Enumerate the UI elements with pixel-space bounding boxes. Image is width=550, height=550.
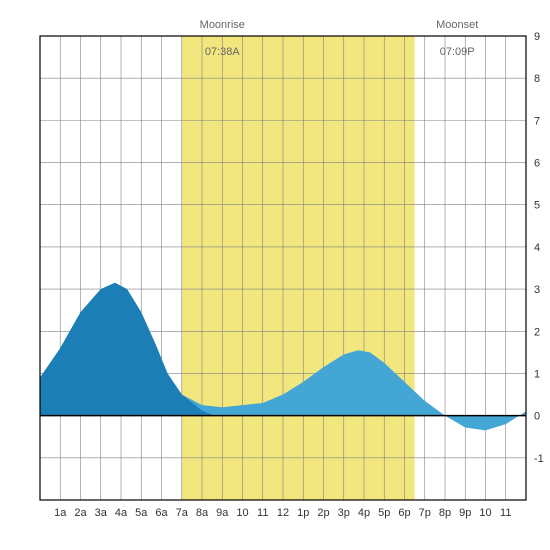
y-tick-label: -1 bbox=[534, 453, 544, 465]
x-tick-label: 9p bbox=[459, 507, 471, 519]
moonset-title: Moonset bbox=[436, 19, 478, 31]
x-tick-label: 6p bbox=[398, 507, 410, 519]
x-tick-label: 11 bbox=[500, 507, 511, 519]
chart-svg: -101234567891a2a3a4a5a6a7a8a9a1011121p2p… bbox=[0, 0, 550, 550]
x-tick-label: 11 bbox=[257, 507, 268, 519]
x-tick-label: 3a bbox=[95, 507, 108, 519]
moonrise-time: 07:38A bbox=[205, 46, 240, 58]
moonset-annotation: Moonset 07:09P bbox=[421, 6, 481, 72]
x-tick-label: 1p bbox=[297, 507, 309, 519]
x-tick-label: 8p bbox=[439, 507, 451, 519]
x-tick-label: 10 bbox=[236, 507, 248, 519]
y-tick-label: 7 bbox=[534, 115, 540, 127]
x-tick-label: 4p bbox=[358, 507, 370, 519]
x-tick-label: 4a bbox=[115, 507, 128, 519]
x-tick-label: 10 bbox=[479, 507, 491, 519]
tide-chart: -101234567891a2a3a4a5a6a7a8a9a1011121p2p… bbox=[0, 0, 550, 550]
daylight-band bbox=[182, 36, 415, 500]
y-tick-label: 6 bbox=[534, 158, 540, 170]
x-tick-label: 5p bbox=[378, 507, 390, 519]
x-tick-label: 2p bbox=[317, 507, 329, 519]
x-tick-label: 6a bbox=[155, 507, 168, 519]
moonset-time: 07:09P bbox=[440, 46, 475, 58]
y-tick-label: 3 bbox=[534, 284, 540, 296]
x-tick-label: 1a bbox=[54, 507, 67, 519]
x-tick-label: 8a bbox=[196, 507, 209, 519]
x-tick-label: 7p bbox=[419, 507, 431, 519]
moonrise-title: Moonrise bbox=[200, 19, 245, 31]
moonrise-annotation: Moonrise 07:38A bbox=[186, 6, 246, 72]
y-tick-label: 9 bbox=[534, 31, 540, 43]
x-tick-label: 7a bbox=[176, 507, 189, 519]
y-tick-label: 0 bbox=[534, 411, 540, 423]
y-tick-label: 4 bbox=[534, 242, 540, 254]
x-tick-label: 9a bbox=[216, 507, 229, 519]
y-tick-label: 8 bbox=[534, 73, 540, 85]
y-tick-label: 5 bbox=[534, 200, 540, 212]
y-tick-label: 2 bbox=[534, 326, 540, 338]
y-tick-label: 1 bbox=[534, 368, 540, 380]
x-tick-label: 2a bbox=[74, 507, 87, 519]
x-tick-label: 5a bbox=[135, 507, 148, 519]
x-tick-label: 3p bbox=[338, 507, 350, 519]
x-tick-label: 12 bbox=[277, 507, 289, 519]
